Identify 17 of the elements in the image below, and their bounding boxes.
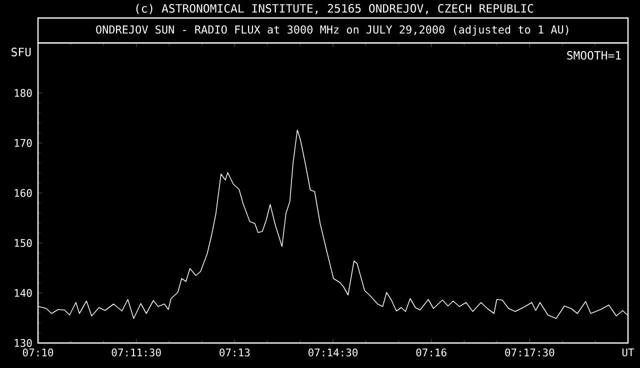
y-tick-label: 160: [14, 189, 32, 197]
x-tick-label: 07:14:30: [308, 348, 358, 356]
x-tick-label: 07:16: [416, 348, 446, 356]
y-axis-title: SFU: [12, 48, 31, 56]
y-tick-label: 140: [14, 289, 32, 297]
y-tick-label: 170: [14, 139, 32, 147]
x-tick-label: 07:10: [22, 348, 54, 356]
text: (c) ASTRONOMICAL INSTITUTE, 25165 ONDREJOV, CZECH REPUBLIC: [136, 4, 534, 14]
annotation: SMOOTH=1: [567, 51, 621, 60]
y-tick-label: 130: [14, 339, 32, 347]
chart-title: ONDREJOV SUN - RADIO FLUX at 3000 MHz on JULY 29,2000 (adjusted to 1 AU): [96, 25, 568, 36]
x-tick-label: UT: [622, 348, 634, 356]
y-tick-label: 180: [14, 89, 32, 97]
x-tick-label: 07:13: [220, 348, 250, 356]
x-tick-label: 07:17:30: [505, 348, 554, 356]
y-tick-label: 150: [14, 239, 32, 247]
x-tick-label: 07:11:30: [112, 348, 161, 356]
